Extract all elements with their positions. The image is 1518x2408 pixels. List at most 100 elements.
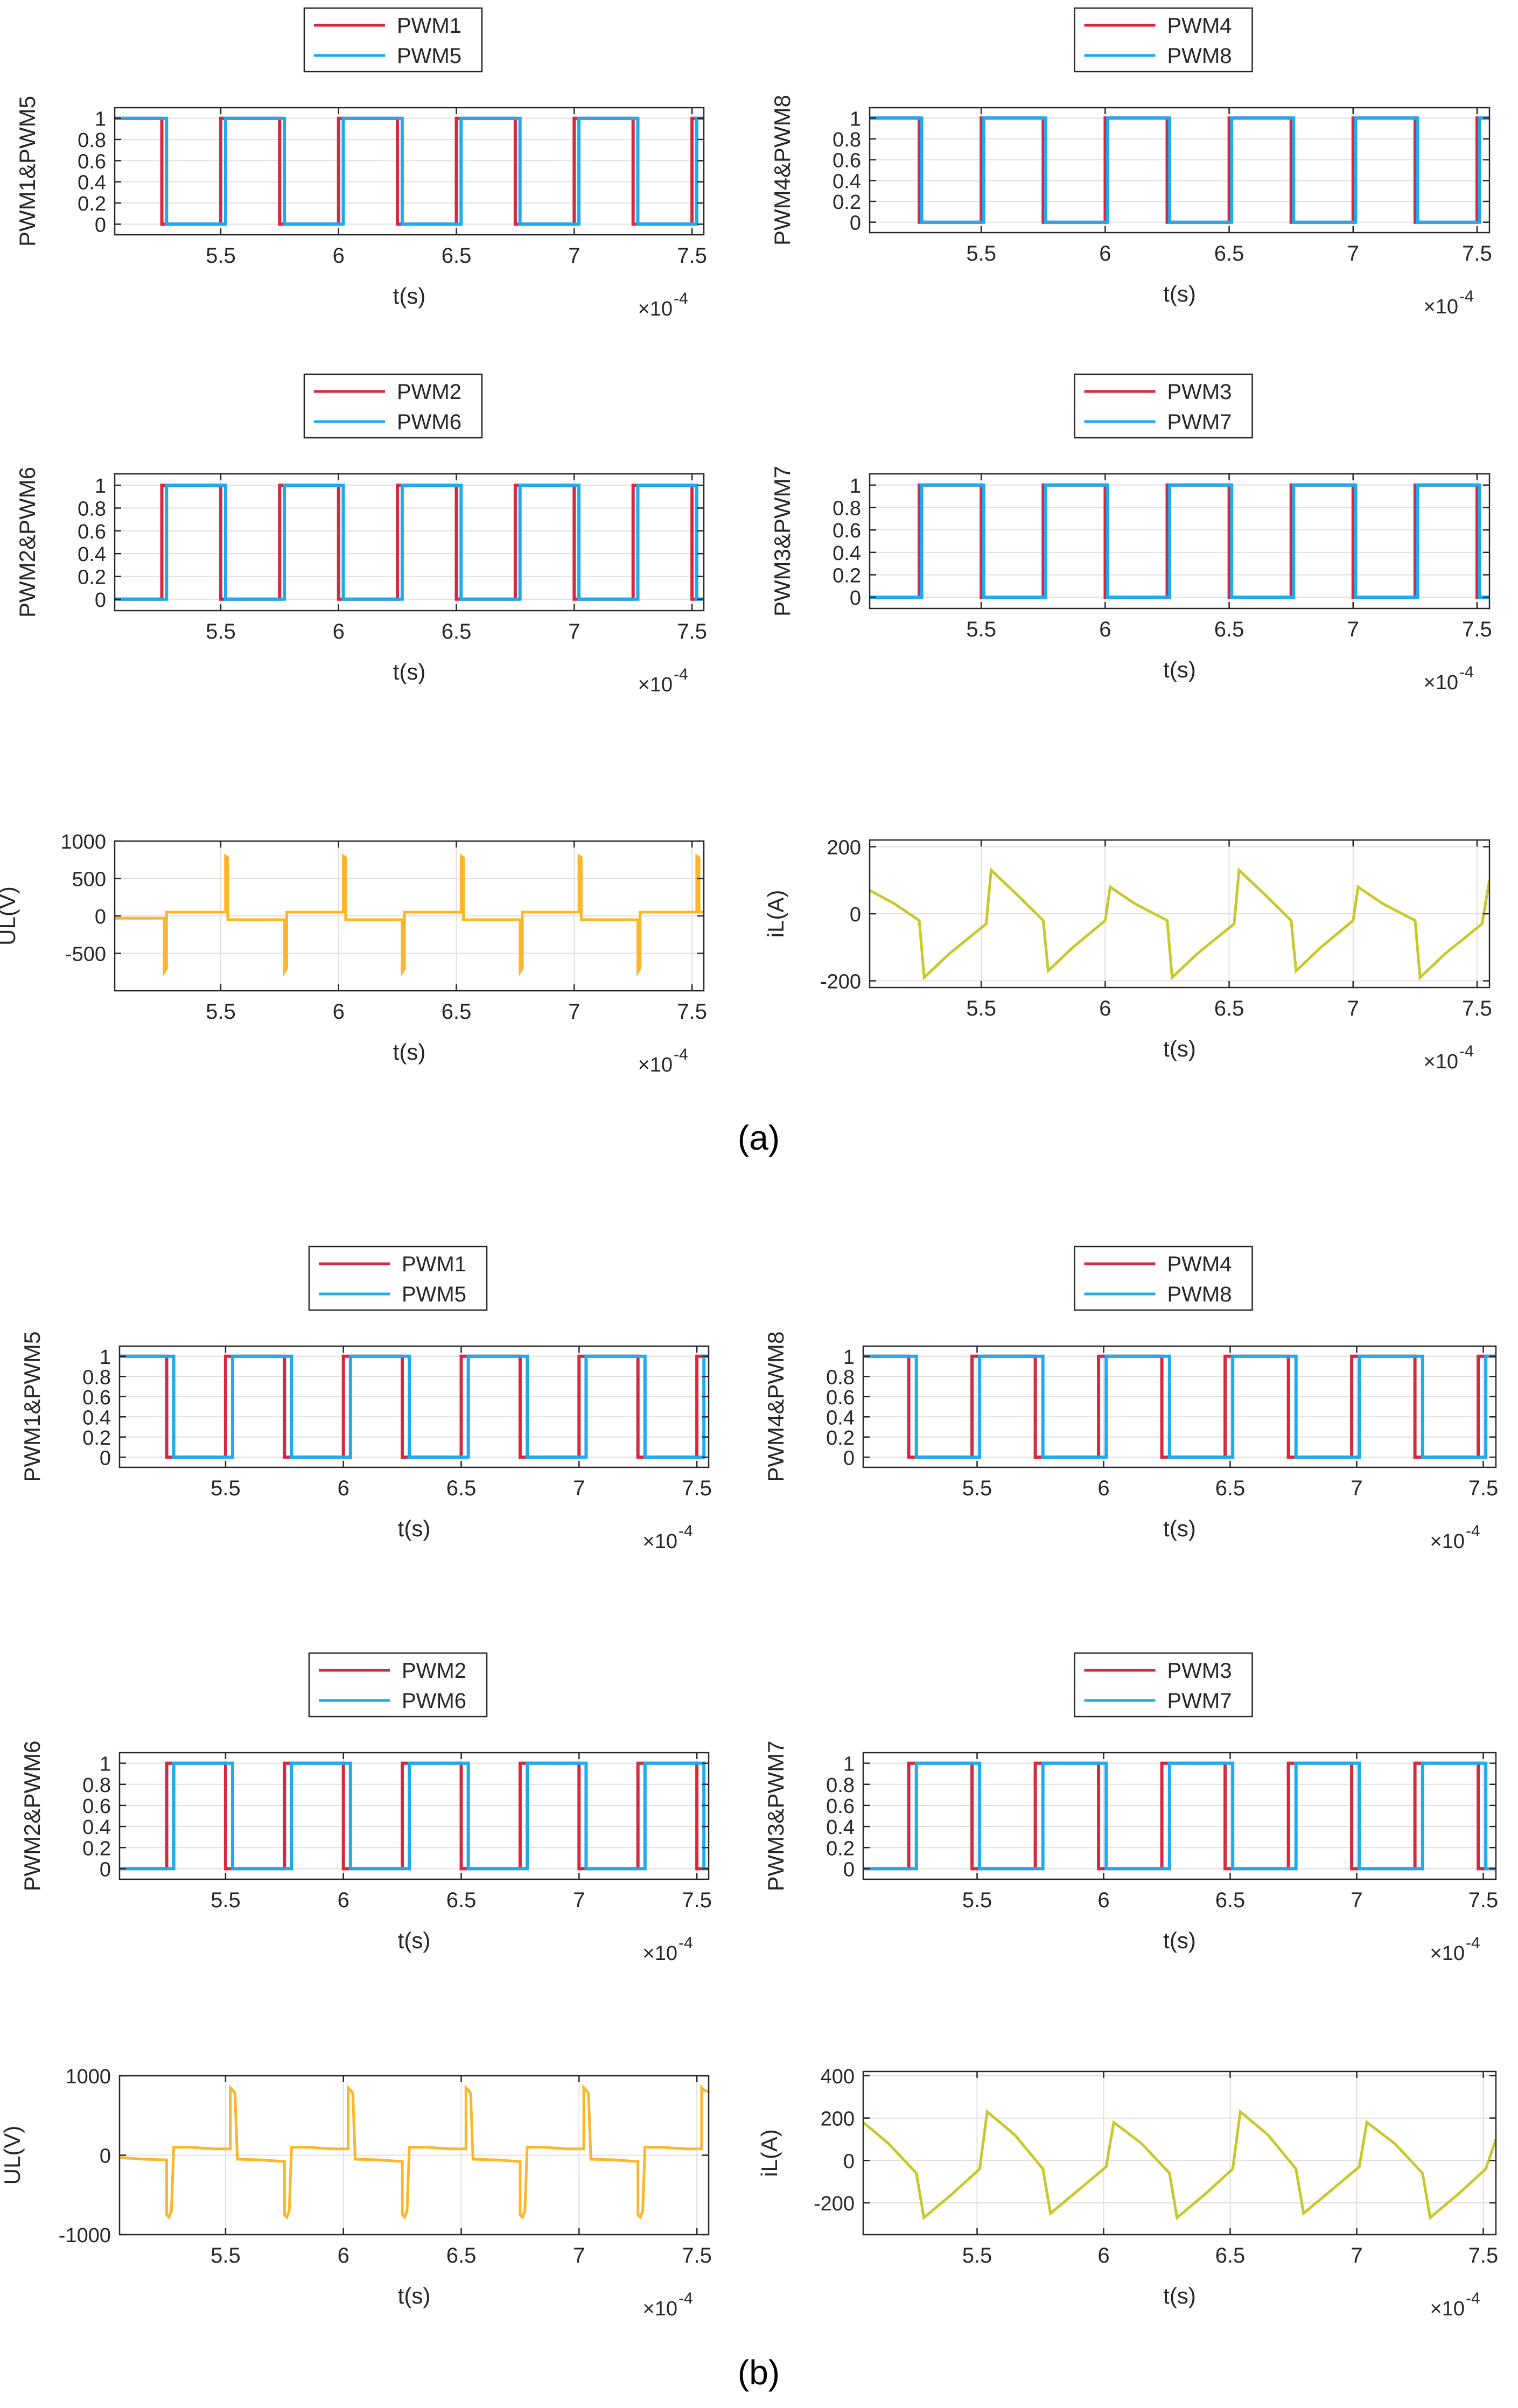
legend-box (1074, 373, 1253, 439)
x-axis-exponent-power: -4 (1466, 1522, 1480, 1540)
x-tick-label: 5.5 (962, 1888, 992, 1912)
x-tick-label: 7 (568, 1000, 580, 1024)
y-tick-label: 1 (95, 108, 106, 131)
y-tick-label: 0.4 (833, 170, 861, 193)
x-axis-exponent: ×10 (1430, 1942, 1465, 1965)
y-tick-label: 400 (821, 2066, 855, 2088)
plot-area (870, 474, 1489, 608)
y-tick-label: 0.4 (78, 172, 106, 194)
x-tick-label: 5.5 (211, 1476, 241, 1500)
series-group (115, 853, 704, 977)
x-axis-exponent-power: -4 (678, 1522, 693, 1540)
x-axis-exponent: ×10 (1424, 1051, 1458, 1073)
x-axis-label: t(s) (398, 2283, 431, 2308)
y-axis-label: UL(V) (0, 886, 20, 946)
legend: PWM2 PWM6 (308, 1652, 488, 1718)
legend: PWM1 PWM5 (303, 7, 483, 73)
axes-box (862, 1752, 1497, 1880)
legend-label-pwm4: PWM4 (1167, 14, 1232, 38)
x-tick-label: 5.5 (211, 2244, 241, 2267)
x-tick-label: 6.5 (442, 620, 472, 643)
x-axis-exponent: ×10 (1430, 1530, 1465, 1553)
x-axis-label: t(s) (1163, 281, 1196, 306)
y-tick-label: 0 (843, 1858, 855, 1881)
y-tick-label: 0.6 (78, 150, 106, 173)
series-group (115, 116, 704, 226)
x-tick-label: 7.5 (677, 620, 707, 643)
figure-label-b: (b) (738, 2353, 780, 2392)
y-tick-label: 0 (95, 906, 106, 928)
y-tick-label: 0.2 (78, 193, 106, 215)
x-axis-exponent: ×10 (643, 1942, 677, 1965)
x-tick-label: 7.5 (677, 244, 707, 268)
series-group (120, 1354, 709, 1459)
chart-b_pwm3_pwm7: 5.5 6 6.5 7 7.5 00.20.40.60.81 t(s) ×10 -4 PWM3&P… (763, 1652, 1498, 1965)
series-group (120, 1761, 709, 1871)
x-tick-label: 6 (338, 1476, 349, 1500)
y-axis-label: iL(A) (757, 2129, 782, 2177)
x-tick-label: 7.5 (682, 1888, 712, 1912)
legend-label-pwm2: PWM2 (402, 1659, 466, 1683)
series-line-pwm5 (120, 1354, 709, 1459)
y-axis-label: PWM2&PWM6 (19, 1740, 45, 1891)
x-tick-label: 5.5 (206, 620, 236, 643)
y-tick-label: 500 (72, 869, 106, 891)
y-tick-label: 0.2 (82, 1837, 111, 1860)
y-tick-label: 0 (100, 1858, 111, 1881)
x-tick-label: 5.5 (206, 1000, 236, 1024)
y-axis-label: PWM1&PWM5 (19, 1331, 45, 1482)
x-tick-label: 7.5 (1462, 242, 1492, 265)
series-line-pwm8 (863, 1354, 1496, 1459)
series-group (870, 116, 1489, 224)
y-tick-label: 0.6 (833, 520, 861, 542)
x-axis-exponent-power: -4 (1466, 2290, 1480, 2307)
axes-box (114, 473, 705, 612)
x-tick-label: 5.5 (966, 242, 996, 265)
axes-box (862, 1345, 1497, 1468)
plot-area (863, 1346, 1496, 1467)
y-axis-label: PWM3&PWM7 (763, 1740, 788, 1891)
axes-box (114, 107, 705, 236)
plot-area (870, 108, 1489, 233)
x-axis-exponent: ×10 (638, 674, 673, 696)
y-tick-label: 0.6 (833, 150, 861, 172)
x-tick-label: 5.5 (966, 997, 996, 1020)
legend-label-pwm8: PWM8 (1167, 1283, 1232, 1306)
x-axis-label: t(s) (393, 1039, 426, 1065)
x-axis-exponent-power: -4 (678, 2290, 693, 2307)
x-axis-label: t(s) (393, 659, 426, 684)
x-axis-exponent-power: -4 (674, 666, 688, 683)
x-tick-label: 7 (573, 1888, 585, 1912)
series-line-pwm8 (870, 116, 1489, 224)
x-tick-label: 6.5 (446, 1476, 477, 1500)
y-axis-label: iL(A) (763, 890, 788, 938)
x-tick-label: 6 (333, 244, 345, 268)
chart-a_ul: 5.5 6 6.5 7 7.5 -500 0 500 1000 t(s) ×10 -4 UL(V) (0, 831, 707, 1076)
x-tick-label: 6.5 (442, 244, 472, 268)
chart-b_il: 5.5 6 6.5 7 7.5 -200 0 200 400 t(s) ×10 -4 iL(A) (757, 2066, 1498, 2320)
chart-b_pwm1_pwm5: 5.5 6 6.5 7 7.5 00.20.40.60.81 t(s) ×10 -4 PWM1&P… (19, 1245, 712, 1553)
y-tick-label: 200 (827, 836, 861, 859)
y-axis-label: PWM4&PWM8 (763, 1331, 788, 1482)
x-tick-label: 6.5 (1214, 997, 1244, 1020)
axes-box (118, 1752, 710, 1880)
x-axis-label: t(s) (1163, 1928, 1196, 1953)
x-tick-label: 7 (1351, 1888, 1362, 1912)
x-tick-label: 6 (333, 620, 345, 643)
x-tick-label: 7.5 (682, 2244, 712, 2267)
series-line-il (863, 2109, 1496, 2221)
y-tick-label: 0.8 (826, 1366, 855, 1389)
y-tick-label: 1000 (60, 831, 106, 853)
y-axis-label: UL(V) (0, 2126, 25, 2185)
x-axis-exponent: ×10 (638, 298, 673, 320)
y-tick-label: 0 (843, 1447, 855, 1469)
x-tick-label: 6.5 (442, 1000, 472, 1024)
y-tick-label: 0 (100, 1447, 111, 1469)
axes-box (869, 473, 1491, 610)
x-tick-label: 7 (573, 2244, 585, 2267)
y-tick-label: 0 (95, 214, 106, 236)
y-tick-label: 0.8 (833, 129, 861, 151)
y-tick-label: 1 (850, 108, 861, 130)
series-group (870, 483, 1489, 599)
